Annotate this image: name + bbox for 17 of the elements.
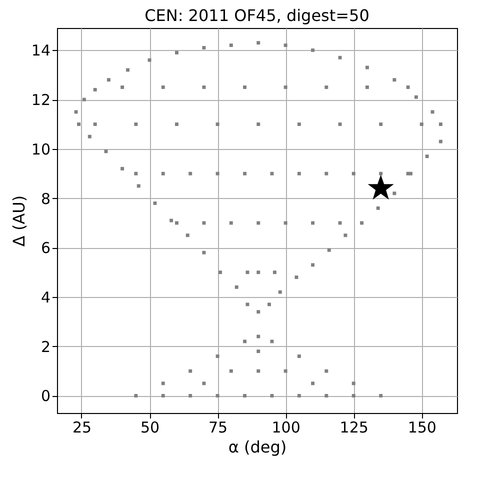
y-tick-label: 2: [40, 338, 50, 356]
y-tick-label: 10: [31, 140, 50, 158]
x-tick-label: 100: [272, 418, 300, 436]
y-tick-label: 0: [40, 387, 50, 406]
y-axis-title: Δ (AU): [9, 195, 28, 247]
x-axis-title: α (deg): [228, 438, 287, 456]
y-tick-label: 8: [40, 190, 50, 208]
y-tick-label: 12: [31, 91, 50, 110]
chart-title: CEN: 2011 OF45, digest=50: [144, 6, 370, 25]
y-tick-label: 4: [40, 288, 50, 307]
x-tick-label: 125: [340, 418, 368, 436]
y-tick-label: 14: [31, 42, 50, 60]
y-tick-label: 6: [40, 239, 50, 258]
x-tick-label: 150: [408, 418, 436, 436]
x-tick-label: 75: [208, 418, 228, 436]
x-tick-label: 25: [72, 418, 92, 436]
x-tick-label: 50: [140, 418, 160, 436]
